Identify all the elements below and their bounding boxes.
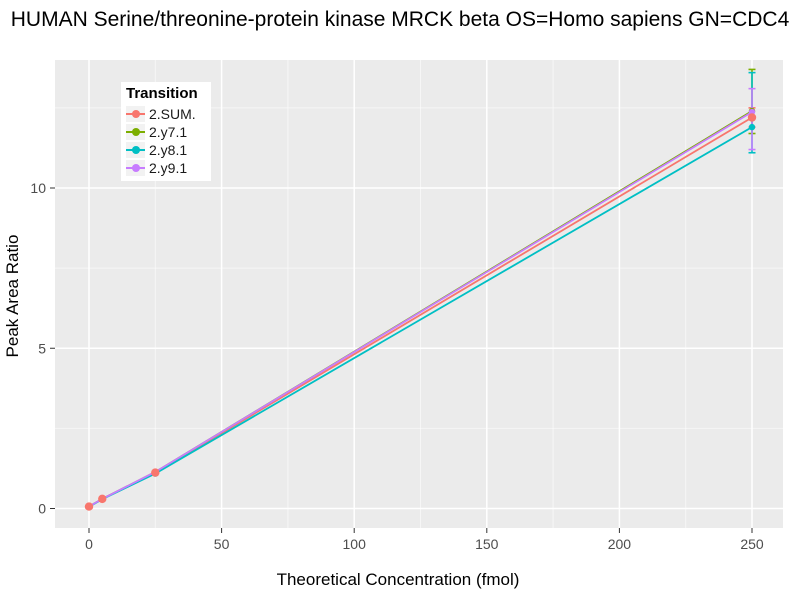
- y-tick-label: 5: [38, 340, 46, 356]
- legend-item-label: 2.SUM.: [149, 106, 196, 122]
- legend-key-swatch: [126, 106, 145, 122]
- legend-item: 2.y8.1: [126, 141, 206, 159]
- y-tick-label: 0: [38, 501, 46, 517]
- y-tick-label: 10: [30, 180, 46, 196]
- x-axis-label: Theoretical Concentration (fmol): [276, 570, 520, 589]
- legend-key-swatch: [126, 124, 145, 140]
- series-line: [88, 111, 753, 508]
- legend-item-label: 2.y9.1: [149, 160, 188, 176]
- legend-key-dot: [132, 110, 140, 118]
- legend: Transition 2.SUM. 2.y7.1 2.y8.1 2.y9.1: [121, 82, 211, 181]
- data-point: [151, 468, 160, 477]
- legend-key-swatch: [126, 142, 145, 158]
- legend-key-dot: [132, 128, 140, 136]
- chart-title: HUMAN Serine/threonine-protein kinase MR…: [10, 8, 790, 31]
- legend-item-label: 2.y7.1: [149, 124, 188, 140]
- x-tick-label: 100: [343, 536, 367, 552]
- x-tick-label: 200: [608, 536, 632, 552]
- legend-item: 2.y7.1: [126, 123, 206, 141]
- legend-key-dot: [132, 146, 140, 154]
- legend-key-dot: [132, 164, 140, 172]
- legend-item-label: 2.y8.1: [149, 142, 188, 158]
- legend-title: Transition: [126, 85, 198, 102]
- data-point: [84, 502, 94, 511]
- x-tick-label: 0: [85, 536, 93, 552]
- x-tick-label: 250: [740, 536, 764, 552]
- legend-item: 2.y9.1: [126, 159, 206, 177]
- x-tick-label: 50: [214, 536, 230, 552]
- data-point: [748, 123, 756, 131]
- legend-key-swatch: [126, 160, 145, 176]
- x-tick-label: 150: [475, 536, 499, 552]
- data-point: [98, 494, 107, 504]
- legend-item: 2.SUM.: [126, 105, 206, 123]
- data-point: [747, 113, 757, 122]
